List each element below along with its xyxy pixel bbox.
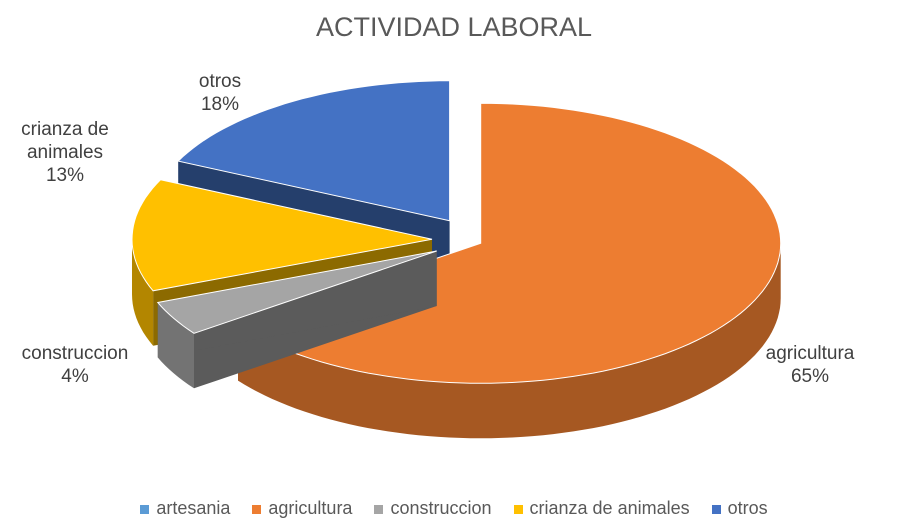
slice bbox=[156, 250, 437, 389]
slice-wall bbox=[157, 302, 194, 389]
slice-top bbox=[177, 80, 451, 222]
legend-item: artesania bbox=[140, 498, 230, 519]
legend-item: agricultura bbox=[252, 498, 352, 519]
legend-label: crianza de animales bbox=[529, 498, 690, 518]
data-label-name: agricultura bbox=[765, 343, 855, 364]
legend-swatch bbox=[711, 505, 721, 514]
data-label-value: 65% bbox=[790, 366, 830, 387]
data-label-value: 13% bbox=[45, 165, 85, 186]
legend-swatch bbox=[374, 505, 384, 514]
data-label-value: 18% bbox=[200, 94, 240, 115]
legend-swatch bbox=[513, 505, 523, 514]
data-label: crianza de animales 13% bbox=[0, 118, 130, 187]
data-label-name: construccion bbox=[21, 343, 129, 364]
legend-swatch bbox=[252, 505, 262, 514]
legend-label: otros bbox=[727, 498, 768, 518]
slice-wall bbox=[238, 243, 781, 439]
legend-label: construccion bbox=[390, 498, 492, 518]
slice-top bbox=[156, 250, 437, 334]
data-label-name: crianza de animales bbox=[21, 119, 109, 163]
legend-item: crianza de animales bbox=[513, 498, 690, 519]
chart-title: ACTIVIDAD LABORAL bbox=[315, 12, 593, 42]
data-label: construccion 4% bbox=[10, 342, 140, 388]
data-label: agricultura 65% bbox=[745, 342, 875, 388]
legend-item: construccion bbox=[374, 498, 492, 519]
slice-top bbox=[131, 179, 433, 292]
data-label-name: otros bbox=[198, 71, 242, 92]
slice-side bbox=[157, 251, 437, 358]
data-label: otros 18% bbox=[155, 70, 285, 116]
legend-item: otros bbox=[711, 498, 768, 519]
legend: artesania agricultura construccion crianza … bbox=[0, 498, 908, 519]
data-label-value: 4% bbox=[61, 366, 89, 387]
legend-label: agricultura bbox=[268, 498, 353, 518]
legend-label: artesania bbox=[156, 498, 231, 518]
legend-swatch bbox=[140, 505, 150, 514]
